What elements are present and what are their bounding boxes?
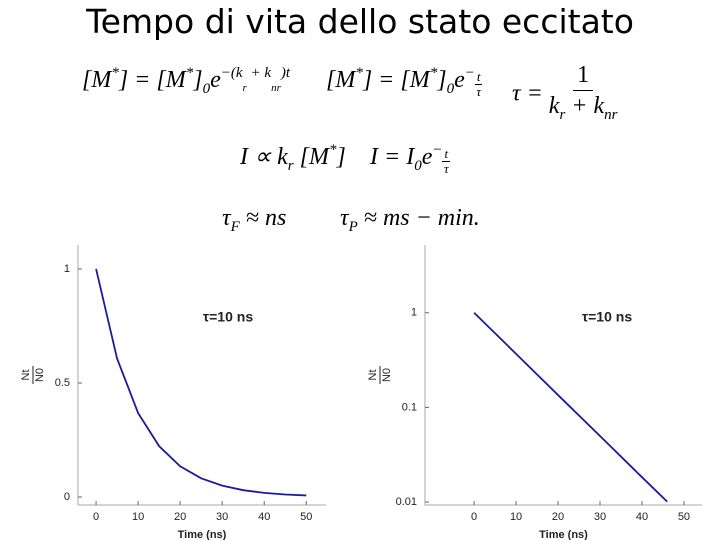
- slide-title: Tempo di vita dello stato eccitato: [86, 2, 634, 41]
- formula-part: 0: [446, 81, 455, 97]
- x-axis-label: Time (ns): [539, 529, 588, 540]
- x-tick-label: 40: [636, 511, 648, 523]
- x-tick-label: 20: [174, 511, 186, 523]
- y-axis-label: Nt N0: [20, 366, 46, 384]
- annotation: τ=10 ns: [582, 309, 632, 325]
- formula-part: e: [454, 67, 465, 93]
- formula-part: r: [242, 82, 247, 94]
- x-tick-label: 0: [471, 511, 477, 523]
- formula-part: 0: [414, 158, 422, 174]
- formula-part: e: [210, 67, 221, 93]
- formula-part: −: [432, 142, 443, 158]
- formula-part: *: [429, 65, 438, 81]
- formula-part: ] = [M: [118, 67, 186, 93]
- y-tick-label: 1: [64, 263, 70, 275]
- formula-part: τ: [443, 161, 449, 176]
- x-tick-label: 30: [216, 511, 228, 523]
- x-tick-label: 40: [258, 511, 270, 523]
- formula-part: −: [464, 65, 475, 81]
- x-tick-label: 50: [678, 511, 690, 523]
- formula: I ∝ kr [M*]: [240, 142, 346, 175]
- x-tick-label: 20: [552, 511, 564, 523]
- x-axis-label: Time (ns): [178, 529, 227, 540]
- formula-part: −(k: [220, 65, 243, 81]
- y-label-numerator: Nt: [367, 370, 379, 381]
- formula-part: I = I: [370, 144, 415, 170]
- y-label-numerator: Nt: [20, 370, 32, 381]
- formula-part: [M: [293, 144, 329, 170]
- formula-part: + k: [565, 93, 605, 119]
- formula-part: ]: [336, 144, 346, 170]
- formula: τF ≈ ns: [222, 205, 286, 236]
- formula-part: ] = [M: [362, 67, 430, 93]
- formula-part: 0: [202, 81, 211, 97]
- x-tick-label: 30: [594, 511, 606, 523]
- formula: I = I0e− t τ: [370, 142, 451, 176]
- formula-part: ]: [193, 67, 203, 93]
- formula-part: r: [559, 107, 566, 123]
- formula-part: F: [230, 219, 240, 235]
- formula-part: P: [348, 219, 358, 235]
- formula-part: τ =: [512, 80, 543, 107]
- formula-part: ≈ ns: [239, 205, 287, 231]
- formula-part: nr: [604, 107, 618, 123]
- formula-denominator: kr + knr: [549, 91, 618, 130]
- formula-part: t: [474, 69, 483, 85]
- formula: τP ≈ ms − min.: [340, 205, 480, 236]
- y-label-denominator: N0: [381, 368, 393, 382]
- formula-fraction: 1 kr + knr: [549, 60, 618, 130]
- formula-part: τ: [476, 84, 481, 99]
- formula: τ = 1 kr + knr: [512, 60, 618, 130]
- y-tick-label: 0.1: [402, 401, 417, 413]
- formula-part: *: [111, 65, 119, 81]
- formula-part: [M: [326, 67, 356, 93]
- formula-part: τ: [340, 205, 349, 231]
- data-line: [95, 268, 307, 497]
- formula-part: e: [421, 144, 433, 170]
- formula-part: )t: [280, 65, 291, 81]
- y-tick-label: 0: [64, 491, 70, 503]
- x-tick-label: 10: [510, 511, 522, 523]
- formula-part: t: [442, 146, 451, 162]
- formula-part: I ∝ k: [240, 144, 288, 170]
- formula-part: nr: [271, 82, 281, 94]
- formula-part: + k: [246, 65, 272, 81]
- formula-part: [M: [82, 67, 112, 93]
- x-tick-label: 10: [132, 511, 144, 523]
- formula-part: 1: [573, 60, 594, 91]
- formula-part: k: [548, 93, 560, 119]
- y-tick-label: 0.5: [55, 377, 70, 389]
- y-tick-label: 0.01: [396, 496, 417, 508]
- formula-part: ≈ ms − min.: [357, 205, 480, 231]
- data-line: [473, 312, 668, 503]
- formula-part: r: [287, 158, 294, 174]
- y-axis-label: Nt N0: [367, 366, 393, 384]
- formula-part: *: [355, 65, 363, 81]
- x-tick-label: 0: [93, 511, 99, 523]
- formula-part: ]: [437, 67, 447, 93]
- y-tick-label: 1: [411, 307, 417, 319]
- y-label-denominator: N0: [34, 368, 46, 382]
- formula-part: *: [185, 65, 194, 81]
- formula: [M*] = [M*]0e− t τ: [326, 65, 483, 99]
- annotation: τ=10 ns: [203, 309, 253, 325]
- x-tick-label: 50: [300, 511, 312, 523]
- formula-part: *: [328, 142, 337, 158]
- formula-part: τ: [222, 205, 231, 231]
- formula: [M*] = [M*]0e−(kr + knr)t: [82, 65, 290, 98]
